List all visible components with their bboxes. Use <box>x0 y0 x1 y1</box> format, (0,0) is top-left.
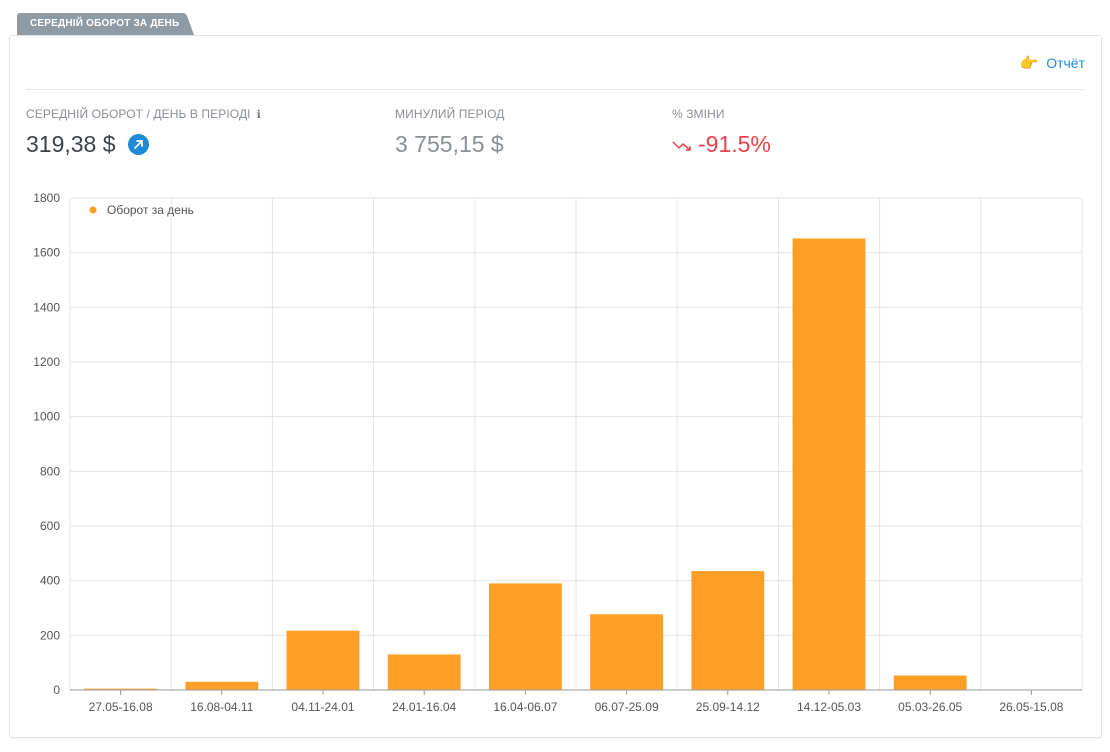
bar <box>893 675 967 690</box>
y-tick-label: 0 <box>53 683 60 697</box>
x-tick-label: 06.07-25.09 <box>595 700 659 714</box>
x-tick-label: 16.04-06.07 <box>493 700 557 714</box>
stat-change: % ЗМІНИ -91.5% <box>672 107 771 158</box>
stat-current-value: 319,38 $ <box>26 131 116 157</box>
stat-current: СЕРЕДНІЙ ОБОРОТ / ДЕНЬ В ПЕРІОДІ ℹ 319,3… <box>26 107 261 158</box>
stat-current-label: СЕРЕДНІЙ ОБОРОТ / ДЕНЬ В ПЕРІОДІ <box>26 107 251 121</box>
legend-label: Оборот за день <box>107 203 194 217</box>
bar <box>185 681 259 690</box>
stat-current-label-row: СЕРЕДНІЙ ОБОРОТ / ДЕНЬ В ПЕРІОДІ ℹ <box>26 107 261 121</box>
y-tick-label: 1200 <box>33 355 60 369</box>
x-tick-label: 25.09-14.12 <box>696 700 760 714</box>
trend-down-icon <box>672 137 694 153</box>
bar <box>691 571 765 690</box>
pointing-hand-icon: 👉 <box>1019 55 1039 72</box>
divider <box>26 89 1085 90</box>
y-tick-label: 1000 <box>33 410 60 424</box>
stat-previous-value: 3 755,15 $ <box>395 131 504 157</box>
legend-marker <box>89 206 97 214</box>
arrow-up-right-icon[interactable] <box>127 134 149 155</box>
y-tick-label: 1800 <box>33 191 60 205</box>
widget-title: СЕРЕДНІЙ ОБОРОТ ЗА ДЕНЬ <box>30 18 180 29</box>
bar <box>286 630 360 690</box>
bar <box>387 654 461 690</box>
y-tick-label: 1600 <box>33 246 60 260</box>
x-tick-label: 04.11-24.01 <box>291 700 354 714</box>
stat-change-label: % ЗМІНИ <box>672 107 725 121</box>
bar <box>84 688 158 690</box>
report-link-label: Отчёт <box>1046 55 1085 71</box>
y-tick-label: 200 <box>40 628 60 642</box>
x-tick-label: 26.05-15.08 <box>999 700 1063 714</box>
widget-tab: СЕРЕДНІЙ ОБОРОТ ЗА ДЕНЬ <box>17 13 185 35</box>
y-tick-label: 800 <box>40 464 60 478</box>
x-tick-label: 24.01-16.04 <box>392 700 456 714</box>
stat-current-value-row: 319,38 $ <box>26 131 261 158</box>
bar <box>792 238 866 690</box>
stat-previous: МИНУЛИЙ ПЕРІОД 3 755,15 $ <box>395 107 505 158</box>
x-tick-label: 14.12-05.03 <box>797 700 861 714</box>
x-tick-label: 05.03-26.05 <box>898 700 962 714</box>
report-link[interactable]: 👉 Отчёт <box>1020 54 1085 72</box>
bar <box>590 614 664 690</box>
bar <box>488 583 562 690</box>
y-tick-label: 1400 <box>33 300 60 314</box>
stat-change-value: -91.5% <box>698 131 771 157</box>
stat-previous-label: МИНУЛИЙ ПЕРІОД <box>395 107 505 121</box>
x-tick-label: 16.08-04.11 <box>190 700 253 714</box>
y-tick-label: 400 <box>40 574 60 588</box>
x-tick-label: 27.05-16.08 <box>89 700 153 714</box>
y-tick-label: 600 <box>40 519 60 533</box>
info-icon[interactable]: ℹ <box>256 108 261 121</box>
